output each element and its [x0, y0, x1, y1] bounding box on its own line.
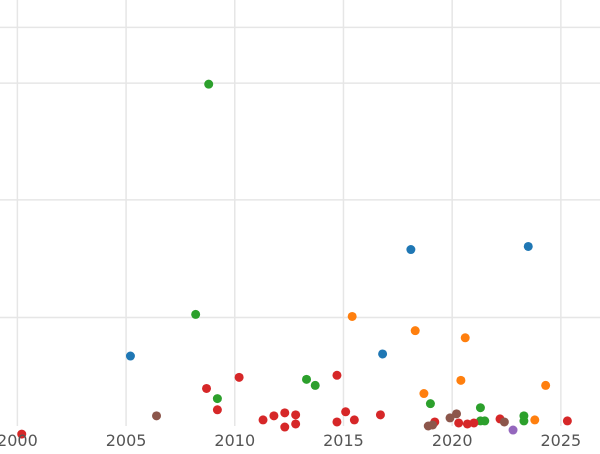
data-point [17, 429, 27, 439]
x-tick-label: 2000 [0, 431, 38, 450]
data-point [410, 326, 420, 336]
x-tick-label: 2015 [323, 431, 364, 450]
data-point [428, 420, 438, 430]
data-point [341, 407, 351, 417]
data-point [445, 413, 455, 423]
data-point [499, 417, 509, 427]
data-point [519, 416, 529, 426]
data-point [375, 410, 385, 420]
x-tick-label: 2010 [214, 431, 255, 450]
data-point [349, 415, 359, 425]
data-point [562, 416, 572, 426]
data-point [460, 333, 470, 343]
x-axis-tick-labels: 2000 2005 2010 2015 2020 2025 [0, 431, 581, 450]
data-points [17, 79, 572, 439]
data-point [291, 410, 301, 420]
data-point [406, 245, 416, 255]
data-point [310, 380, 320, 390]
data-point [541, 380, 551, 390]
data-point [291, 419, 301, 429]
data-point [456, 375, 466, 385]
data-point [530, 415, 540, 425]
data-point [212, 394, 222, 404]
data-point [258, 415, 268, 425]
data-point [508, 425, 518, 435]
data-point [332, 417, 342, 427]
data-point [475, 403, 485, 413]
data-point [280, 408, 290, 418]
data-point [425, 399, 435, 409]
data-point [269, 411, 279, 421]
data-point [202, 383, 212, 393]
data-point [419, 389, 429, 399]
data-point [212, 405, 222, 415]
data-point [152, 411, 162, 421]
data-point [125, 351, 135, 361]
data-point [280, 422, 290, 432]
data-point [191, 309, 201, 319]
data-point [234, 372, 244, 382]
data-point [302, 374, 312, 384]
data-point [204, 79, 214, 89]
data-point [454, 418, 464, 428]
data-point [523, 241, 533, 251]
grid [0, 0, 600, 426]
data-point [332, 370, 342, 380]
data-point [378, 349, 388, 359]
data-point [469, 418, 479, 428]
x-tick-label: 2020 [432, 431, 473, 450]
data-point [480, 416, 490, 426]
x-tick-label: 2025 [541, 431, 582, 450]
x-tick-label: 2005 [106, 431, 147, 450]
data-point [347, 311, 357, 321]
data-point [452, 409, 462, 419]
